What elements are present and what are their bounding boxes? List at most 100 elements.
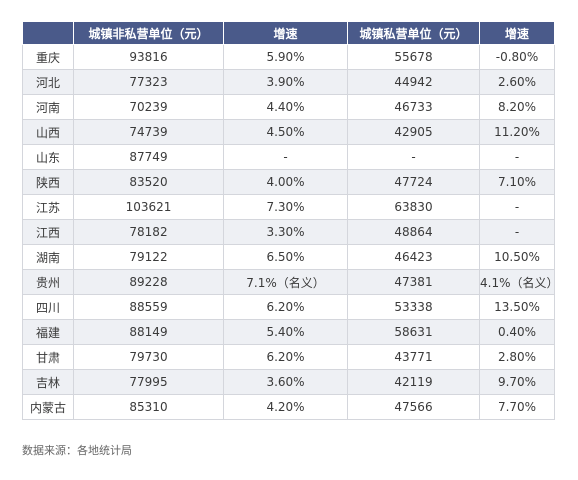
- cell-private-growth: 0.40%: [479, 319, 555, 345]
- cell-private-growth: -: [479, 194, 555, 220]
- cell-region: 吉林: [22, 369, 74, 395]
- cell-private-growth: 2.60%: [479, 69, 555, 95]
- cell-region: 山西: [22, 119, 74, 145]
- wage-table-container: 城镇非私营单位（元） 增速 城镇私营单位（元） 增速 重庆 93816 5.90…: [22, 21, 559, 420]
- cell-non-private-wage: 83520: [73, 169, 224, 195]
- table-row: 贵州 89228 7.1%（名义） 47381 4.1%（名义）: [22, 269, 559, 295]
- table-row: 重庆 93816 5.90% 55678 -0.80%: [22, 44, 555, 70]
- cell-private-growth: -0.80%: [479, 44, 555, 70]
- cell-region: 内蒙古: [22, 394, 74, 420]
- table-row: 甘肃 79730 6.20% 43771 2.80%: [22, 344, 555, 370]
- cell-private-wage: 46423: [347, 244, 480, 270]
- cell-non-private-growth: 7.1%（名义）: [223, 269, 348, 295]
- header-non-private-growth: 增速: [223, 21, 348, 45]
- cell-non-private-wage: 78182: [73, 219, 224, 245]
- cell-region: 山东: [22, 144, 74, 170]
- table-body: 重庆 93816 5.90% 55678 -0.80% 河北 77323 3.9…: [22, 44, 559, 420]
- cell-non-private-growth: 6.20%: [223, 344, 348, 370]
- table-row: 福建 88149 5.40% 58631 0.40%: [22, 319, 555, 345]
- cell-private-wage: 47566: [347, 394, 480, 420]
- cell-region: 陕西: [22, 169, 74, 195]
- cell-non-private-growth: 4.20%: [223, 394, 348, 420]
- cell-non-private-wage: 85310: [73, 394, 224, 420]
- cell-region: 湖南: [22, 244, 74, 270]
- table-row: 江西 78182 3.30% 48864 -: [22, 219, 555, 245]
- cell-private-wage: 43771: [347, 344, 480, 370]
- cell-private-growth: -: [479, 219, 555, 245]
- cell-non-private-growth: 6.20%: [223, 294, 348, 320]
- cell-non-private-growth: 5.40%: [223, 319, 348, 345]
- cell-private-growth: 10.50%: [479, 244, 555, 270]
- table-row: 陕西 83520 4.00% 47724 7.10%: [22, 169, 555, 195]
- header-non-private-wage: 城镇非私营单位（元）: [73, 21, 224, 45]
- data-source-note: 数据来源：各地统计局: [22, 444, 132, 457]
- cell-non-private-growth: 4.00%: [223, 169, 348, 195]
- cell-non-private-wage: 79730: [73, 344, 224, 370]
- cell-non-private-growth: 4.50%: [223, 119, 348, 145]
- table-row: 河北 77323 3.90% 44942 2.60%: [22, 69, 555, 95]
- cell-non-private-wage: 87749: [73, 144, 224, 170]
- cell-private-wage: 47381: [347, 269, 480, 295]
- table-row: 河南 70239 4.40% 46733 8.20%: [22, 94, 555, 120]
- cell-private-growth: 8.20%: [479, 94, 555, 120]
- cell-non-private-growth: 4.40%: [223, 94, 348, 120]
- table-row: 湖南 79122 6.50% 46423 10.50%: [22, 244, 555, 270]
- cell-private-wage: 48864: [347, 219, 480, 245]
- cell-private-growth: 2.80%: [479, 344, 555, 370]
- cell-non-private-wage: 79122: [73, 244, 224, 270]
- table-row: 内蒙古 85310 4.20% 47566 7.70%: [22, 394, 555, 420]
- cell-private-wage: 55678: [347, 44, 480, 70]
- cell-non-private-wage: 77995: [73, 369, 224, 395]
- cell-private-wage: 46733: [347, 94, 480, 120]
- cell-non-private-growth: 3.60%: [223, 369, 348, 395]
- cell-region: 重庆: [22, 44, 74, 70]
- cell-non-private-growth: 3.90%: [223, 69, 348, 95]
- cell-non-private-wage: 93816: [73, 44, 224, 70]
- header-private-wage: 城镇私营单位（元）: [347, 21, 480, 45]
- table-row: 吉林 77995 3.60% 42119 9.70%: [22, 369, 555, 395]
- cell-non-private-growth: 5.90%: [223, 44, 348, 70]
- cell-region: 福建: [22, 319, 74, 345]
- cell-private-growth: 11.20%: [479, 119, 555, 145]
- cell-region: 河南: [22, 94, 74, 120]
- cell-non-private-wage: 70239: [73, 94, 224, 120]
- cell-non-private-wage: 103621: [73, 194, 224, 220]
- cell-private-wage: -: [347, 144, 480, 170]
- cell-region: 江西: [22, 219, 74, 245]
- cell-non-private-wage: 88149: [73, 319, 224, 345]
- cell-non-private-wage: 88559: [73, 294, 224, 320]
- cell-region: 甘肃: [22, 344, 74, 370]
- cell-private-growth: 7.70%: [479, 394, 555, 420]
- cell-private-wage: 42905: [347, 119, 480, 145]
- cell-private-wage: 47724: [347, 169, 480, 195]
- table-row: 四川 88559 6.20% 53338 13.50%: [22, 294, 555, 320]
- cell-region: 贵州: [22, 269, 74, 295]
- table-row: 江苏 103621 7.30% 63830 -: [22, 194, 555, 220]
- cell-private-wage: 53338: [347, 294, 480, 320]
- cell-private-growth: 13.50%: [479, 294, 555, 320]
- cell-region: 四川: [22, 294, 74, 320]
- cell-private-wage: 63830: [347, 194, 480, 220]
- cell-private-wage: 42119: [347, 369, 480, 395]
- cell-non-private-growth: 6.50%: [223, 244, 348, 270]
- table-row: 山西 74739 4.50% 42905 11.20%: [22, 119, 555, 145]
- cell-private-growth: 9.70%: [479, 369, 555, 395]
- cell-non-private-wage: 77323: [73, 69, 224, 95]
- cell-region: 河北: [22, 69, 74, 95]
- cell-region: 江苏: [22, 194, 74, 220]
- cell-non-private-wage: 89228: [73, 269, 224, 295]
- cell-private-growth: 7.10%: [479, 169, 555, 195]
- cell-private-growth: 4.1%（名义）: [479, 269, 559, 295]
- cell-non-private-wage: 74739: [73, 119, 224, 145]
- cell-private-wage: 58631: [347, 319, 480, 345]
- cell-non-private-growth: 7.30%: [223, 194, 348, 220]
- cell-private-growth: -: [479, 144, 555, 170]
- table-row: 山东 87749 - - -: [22, 144, 555, 170]
- cell-non-private-growth: -: [223, 144, 348, 170]
- header-region: [22, 21, 74, 45]
- cell-non-private-growth: 3.30%: [223, 219, 348, 245]
- wage-table: 城镇非私营单位（元） 增速 城镇私营单位（元） 增速 重庆 93816 5.90…: [22, 21, 559, 420]
- table-header-row: 城镇非私营单位（元） 增速 城镇私营单位（元） 增速: [22, 21, 555, 45]
- cell-private-wage: 44942: [347, 69, 480, 95]
- header-private-growth: 增速: [479, 21, 555, 45]
